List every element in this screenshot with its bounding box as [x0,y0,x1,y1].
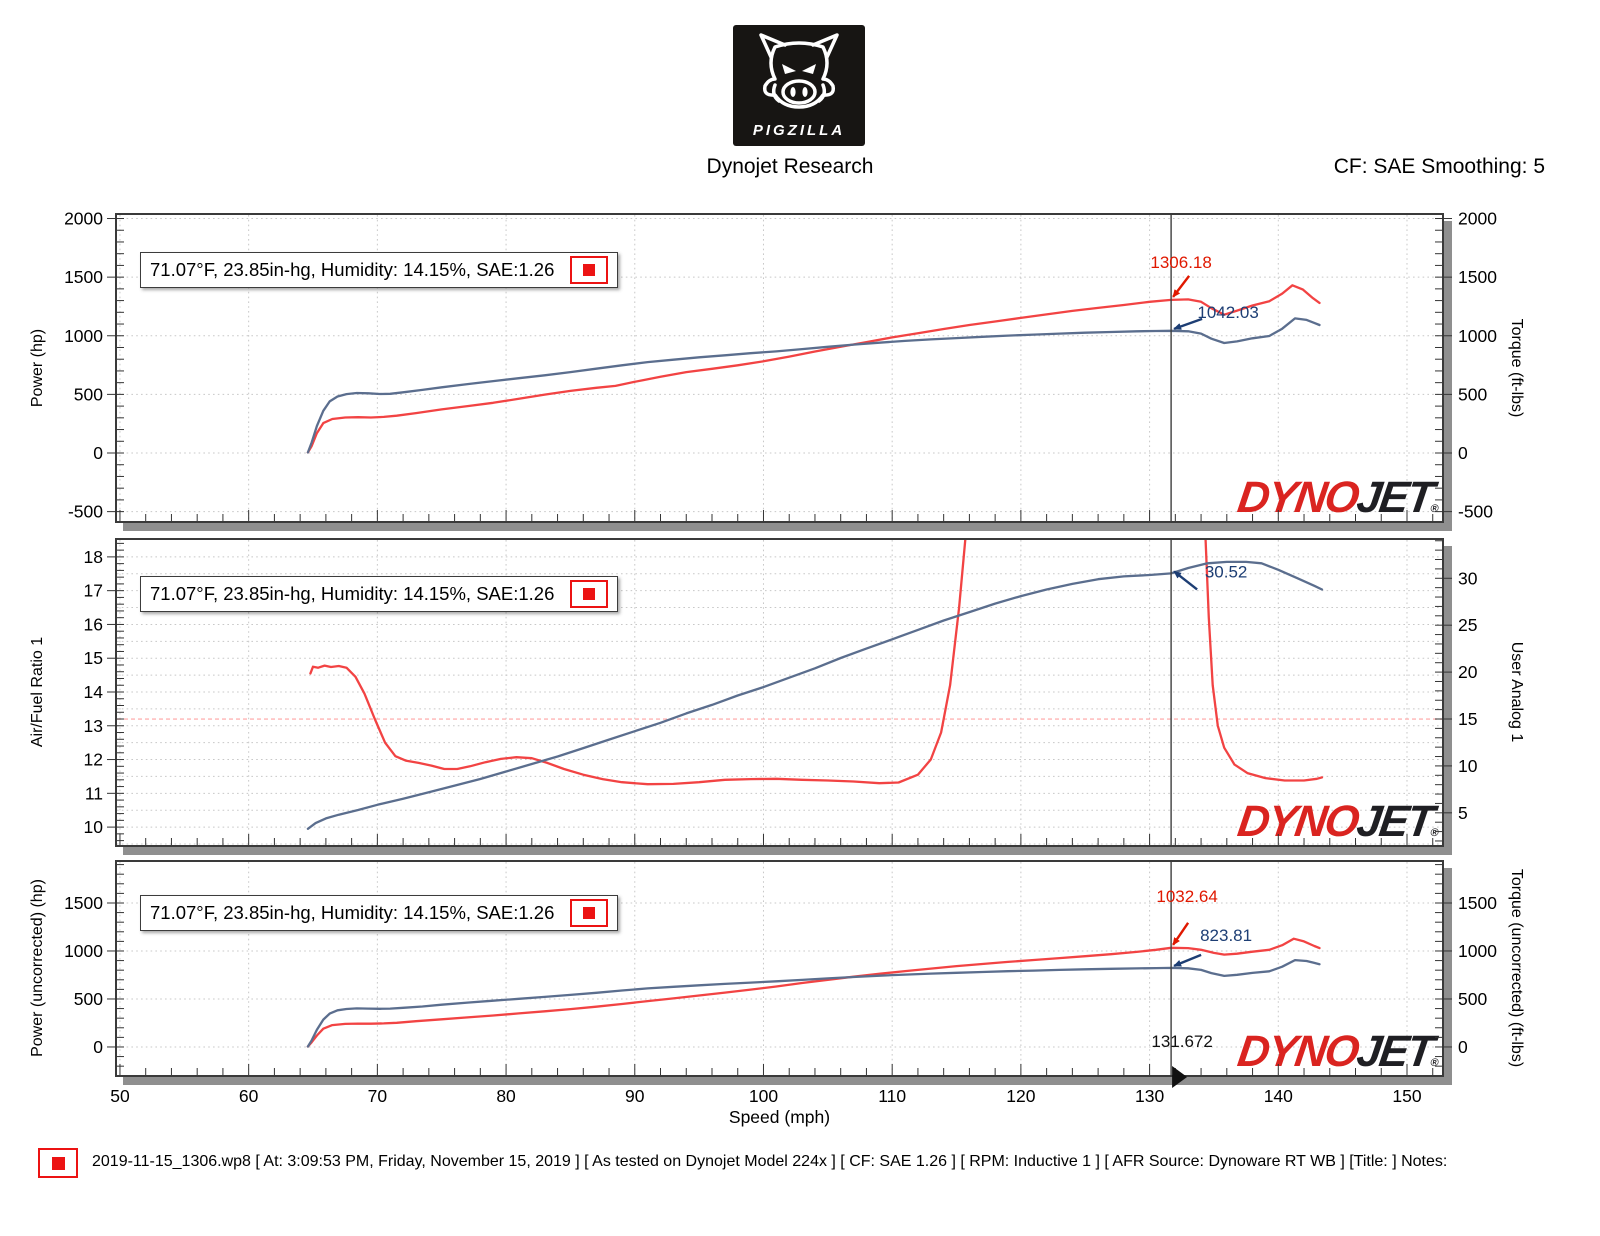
svg-text:130: 130 [1135,1086,1164,1106]
svg-text:0: 0 [93,1037,103,1057]
axis-title-user-analog: User Analog 1 [1508,641,1525,743]
condition-text: 71.07°F, 23.85in-hg, Humidity: 14.15%, S… [150,902,555,923]
svg-text:140: 140 [1264,1086,1293,1106]
run-legend-marker-icon [570,580,609,608]
run-legend-marker-icon [38,1148,78,1178]
svg-text:0: 0 [1458,1037,1468,1057]
svg-text:11: 11 [85,783,103,803]
axis-title-power: Power (hp) [29,328,46,408]
axis-title-power-uncorrected: Power (uncorrected) (hp) [29,879,46,1057]
boar-icon [759,33,839,109]
svg-text:50: 50 [110,1086,130,1106]
svg-text:90: 90 [625,1086,645,1106]
svg-text:80: 80 [496,1086,516,1106]
plot-frame-uncorrected [115,860,1444,1077]
axis-title-afr: Air/Fuel Ratio 1 [29,636,46,748]
svg-text:10: 10 [84,817,104,837]
condition-text: 71.07°F, 23.85in-hg, Humidity: 14.15%, S… [150,583,555,604]
svg-text:18: 18 [84,547,103,567]
svg-text:500: 500 [74,384,103,404]
svg-text:-500: -500 [68,502,103,522]
svg-text:60: 60 [239,1086,259,1106]
run-legend-marker-icon [570,256,609,284]
axis-title-torque: Torque (ft-lbs) [1508,318,1525,418]
svg-text:-500: -500 [1458,502,1493,522]
svg-text:500: 500 [1458,384,1487,404]
svg-text:500: 500 [1458,989,1487,1009]
svg-text:30: 30 [1458,568,1478,588]
page-title: Dynojet Research [706,155,874,178]
svg-text:2000: 2000 [64,209,103,229]
svg-text:1500: 1500 [64,267,103,287]
svg-text:1500: 1500 [64,893,103,913]
svg-text:0: 0 [1458,443,1468,463]
svg-text:150: 150 [1392,1086,1421,1106]
svg-text:110: 110 [878,1086,906,1106]
svg-text:1000: 1000 [64,941,103,961]
run-legend-marker-icon [570,899,609,927]
pigzilla-logo: PIGZILLA [733,25,865,146]
pigzilla-logo-text: PIGZILLA [752,122,846,139]
svg-text:14: 14 [84,682,104,702]
svg-text:25: 25 [1458,615,1477,635]
svg-text:15: 15 [84,648,103,668]
svg-text:16: 16 [84,614,103,634]
svg-text:70: 70 [368,1086,388,1106]
svg-text:10: 10 [1458,756,1478,776]
svg-text:1000: 1000 [1458,326,1497,346]
svg-text:12: 12 [84,750,103,770]
svg-text:1000: 1000 [64,326,103,346]
svg-text:17: 17 [84,581,103,601]
svg-text:15: 15 [1458,709,1477,729]
condition-box-3: 71.07°F, 23.85in-hg, Humidity: 14.15%, S… [140,895,619,931]
svg-text:500: 500 [74,989,103,1009]
svg-text:1500: 1500 [1458,267,1497,287]
condition-text: 71.07°F, 23.85in-hg, Humidity: 14.15%, S… [150,259,555,280]
x-axis-title: Speed (mph) [729,1107,830,1127]
condition-box-1: 71.07°F, 23.85in-hg, Humidity: 14.15%, S… [140,252,619,288]
svg-text:5: 5 [1458,803,1468,823]
svg-text:1500: 1500 [1458,893,1497,913]
svg-text:20: 20 [1458,662,1478,682]
svg-text:100: 100 [749,1086,778,1106]
correction-smoothing-label: CF: SAE Smoothing: 5 [1333,155,1545,178]
svg-text:2000: 2000 [1458,209,1497,229]
svg-text:1000: 1000 [1458,941,1497,961]
run-info-text: 2019-11-15_1306.wp8 [ At: 3:09:53 PM, Fr… [92,1153,1448,1170]
svg-text:120: 120 [1006,1086,1035,1106]
axis-title-torque-uncorrected: Torque (uncorrected) (ft-lbs) [1508,868,1525,1068]
svg-text:13: 13 [84,716,103,736]
svg-text:0: 0 [93,443,103,463]
condition-box-2: 71.07°F, 23.85in-hg, Humidity: 14.15%, S… [140,576,619,612]
